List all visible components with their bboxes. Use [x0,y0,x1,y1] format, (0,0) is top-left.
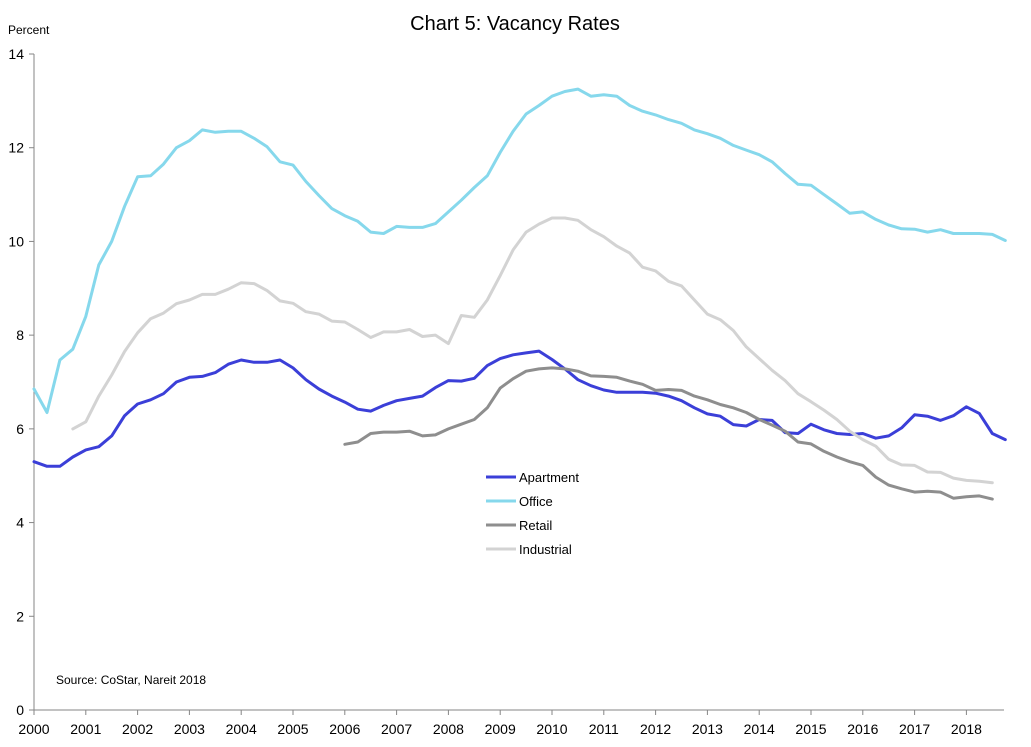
y-tick-label: 10 [8,233,24,249]
x-tick-label: 2006 [329,721,360,737]
x-tick-label: 2012 [640,721,671,737]
x-tick-label: 2018 [951,721,982,737]
x-tick-label: 2014 [744,721,775,737]
source-note: Source: CoStar, Nareit 2018 [56,673,206,687]
x-tick-label: 2000 [18,721,49,737]
legend-label-apartment: Apartment [519,470,579,485]
x-tick-label: 2003 [174,721,205,737]
x-tick-label: 2013 [692,721,723,737]
legend: Apartment Office Retail Industrial [486,470,579,557]
y-tick-label: 0 [16,702,24,718]
y-tick-label: 2 [16,608,24,624]
y-tick-label: 14 [8,46,24,62]
x-tick-label: 2002 [122,721,153,737]
chart-title: Chart 5: Vacancy Rates [410,13,620,35]
series-line-retail [343,366,994,501]
x-tick-label: 2016 [847,721,878,737]
x-tick-label: 2010 [536,721,567,737]
x-axis-ticks: 2000 2001 2002 2003 2004 2005 2006 2007 2008 2009… [18,710,982,737]
x-tick-label: 2017 [899,721,930,737]
y-tick-label: 8 [16,327,24,343]
y-tick-label: 4 [16,515,24,531]
y-axis-label: Percent [8,23,50,37]
legend-label-office: Office [519,494,553,509]
series-lines [32,87,1007,501]
x-tick-label: 2008 [433,721,464,737]
y-tick-label: 6 [16,421,24,437]
series-line-apartment [32,349,1007,468]
series-line-office [32,87,1007,414]
x-tick-label: 2004 [226,721,257,737]
x-tick-label: 2007 [381,721,412,737]
y-axis-ticks: 0 2 4 6 8 10 12 14 [8,46,34,718]
x-tick-label: 2001 [70,721,101,737]
legend-label-industrial: Industrial [519,542,572,557]
y-tick-label: 12 [8,140,24,156]
legend-label-retail: Retail [519,518,552,533]
x-tick-label: 2009 [485,721,516,737]
plot-area: 0 2 4 6 8 10 12 14 2000 2001 2002 2003 2004 2005 2006… [8,46,1007,737]
series-line-industrial [71,216,994,485]
x-tick-label: 2015 [795,721,826,737]
x-tick-label: 2005 [277,721,308,737]
x-tick-label: 2011 [589,721,619,737]
